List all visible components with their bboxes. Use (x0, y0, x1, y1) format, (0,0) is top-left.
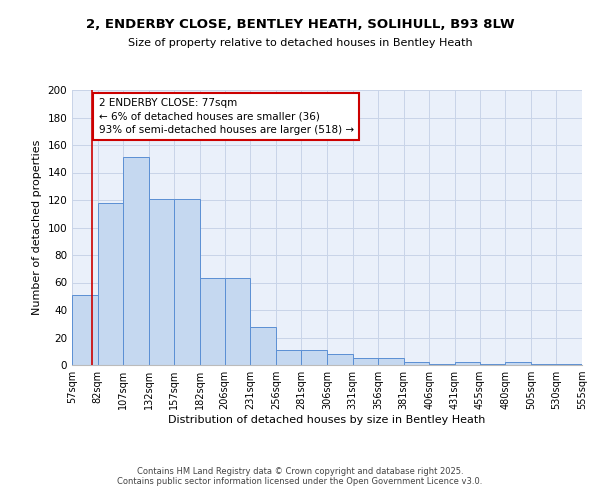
Bar (556, 364, 582, 365)
X-axis label: Distribution of detached houses by size in Bentley Heath: Distribution of detached houses by size … (169, 415, 485, 425)
Bar (455, 362, 479, 365)
Bar (505, 362, 531, 365)
Text: Contains HM Land Registry data © Crown copyright and database right 2025.: Contains HM Land Registry data © Crown c… (137, 467, 463, 476)
Bar (72, 295, 98, 365)
Bar (250, 326, 276, 365)
Bar (531, 364, 556, 365)
Bar (224, 278, 250, 365)
Y-axis label: Number of detached properties: Number of detached properties (32, 140, 42, 315)
Bar (175, 198, 200, 365)
Bar (327, 354, 353, 365)
Bar (98, 203, 123, 365)
Bar (404, 362, 430, 365)
Text: 2 ENDERBY CLOSE: 77sqm
← 6% of detached houses are smaller (36)
93% of semi-deta: 2 ENDERBY CLOSE: 77sqm ← 6% of detached … (98, 98, 354, 134)
Bar (353, 358, 378, 365)
Bar (430, 364, 455, 365)
Bar (378, 358, 404, 365)
Bar (479, 364, 505, 365)
Bar (276, 350, 301, 365)
Bar (149, 198, 175, 365)
Text: Contains public sector information licensed under the Open Government Licence v3: Contains public sector information licen… (118, 477, 482, 486)
Text: Size of property relative to detached houses in Bentley Heath: Size of property relative to detached ho… (128, 38, 472, 48)
Bar (301, 350, 327, 365)
Text: 2, ENDERBY CLOSE, BENTLEY HEATH, SOLIHULL, B93 8LW: 2, ENDERBY CLOSE, BENTLEY HEATH, SOLIHUL… (86, 18, 514, 30)
Bar (123, 158, 149, 365)
Bar (200, 278, 224, 365)
